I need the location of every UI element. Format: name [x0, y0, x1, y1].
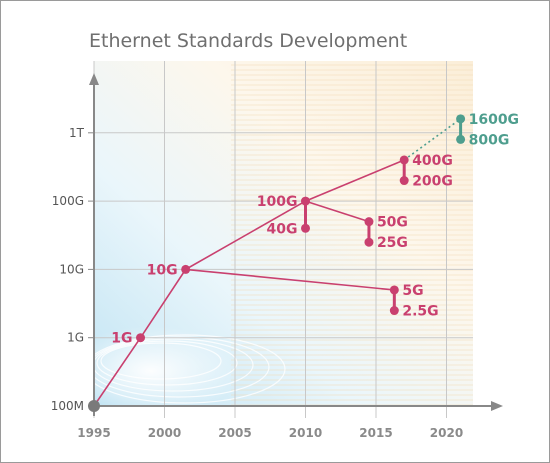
data-labels: 1G 10G 100G 40G 400G 200G 50G 25G 5G 2.5G 1600G 800… — [111, 112, 519, 347]
plot-background — [61, 61, 473, 416]
y-axis-arrow-icon — [89, 73, 99, 85]
data-label: 25G — [377, 235, 408, 251]
x-tick-label: 2005 — [218, 426, 251, 440]
data-label: 200G — [412, 174, 453, 190]
chart-title: Ethernet Standards Development — [89, 30, 407, 52]
data-label: 100G — [257, 194, 298, 210]
data-point — [456, 134, 466, 144]
swirl-decoration — [84, 334, 286, 404]
data-point — [88, 400, 100, 412]
swirl-decoration — [100, 342, 222, 380]
data-label: 1600G — [469, 112, 519, 128]
axes: 100M 1G 10G 100G 1T 1995 2000 2005 2010 2015 2020 — [51, 73, 503, 440]
x-tick-label: 2010 — [289, 426, 322, 440]
data-point — [301, 223, 310, 233]
data-label: 800G — [469, 132, 510, 148]
data-point — [181, 264, 191, 274]
data-point — [364, 237, 374, 247]
x-axis-arrow-icon — [491, 401, 503, 411]
y-tick-label: 10G — [59, 262, 84, 276]
projection-dotted-line — [403, 118, 462, 161]
data-label: 10G — [147, 262, 178, 278]
branch-line — [305, 200, 370, 223]
data-point — [389, 306, 399, 316]
data-points — [88, 114, 466, 412]
y-tick-label: 1G — [67, 331, 84, 345]
data-label: 400G — [412, 153, 453, 169]
x-tick-label: 2020 — [430, 426, 463, 440]
swirl-decoration — [96, 340, 238, 386]
data-label: 40G — [267, 221, 298, 237]
data-point — [389, 285, 399, 295]
x-tick-label: 2000 — [148, 426, 181, 440]
x-tick-label: 1995 — [77, 426, 110, 440]
y-tick-label: 100G — [52, 194, 84, 208]
data-label: 1G — [111, 331, 132, 347]
data-label: 5G — [402, 283, 423, 299]
data-point — [399, 176, 409, 186]
y-tick-label: 100M — [51, 399, 84, 413]
data-point — [301, 196, 310, 206]
data-point — [399, 155, 409, 165]
x-tick-label: 2015 — [359, 426, 392, 440]
data-point — [136, 333, 146, 343]
swirl-decoration — [88, 336, 270, 398]
data-label: 50G — [377, 215, 408, 231]
gridlines — [93, 61, 473, 418]
data-point — [364, 217, 374, 227]
y-tick-label: 1T — [69, 126, 85, 140]
data-point — [456, 114, 466, 124]
data-label: 2.5G — [402, 304, 438, 320]
branch-line — [185, 268, 395, 291]
